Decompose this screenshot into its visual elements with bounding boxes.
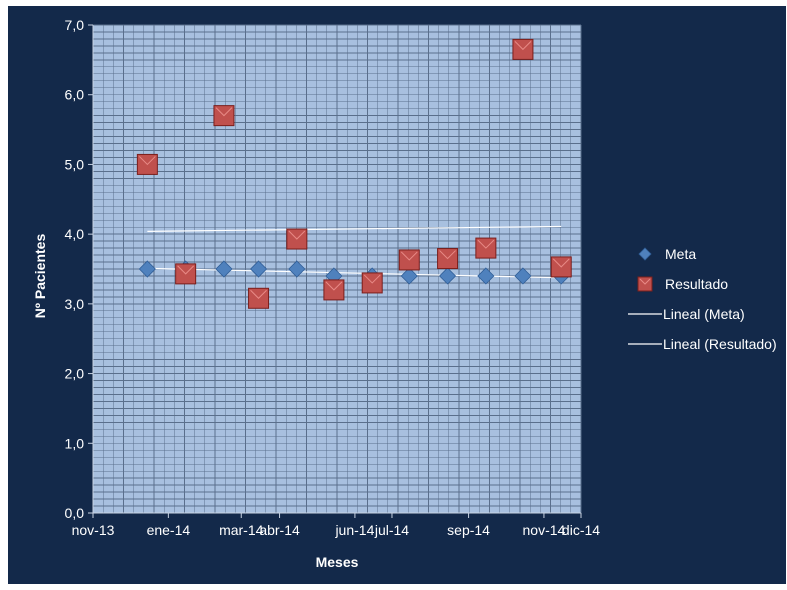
legend-label: Resultado bbox=[665, 276, 728, 292]
legend-label: Lineal (Meta) bbox=[663, 306, 745, 322]
y-tick-label: 2,0 bbox=[65, 366, 85, 382]
y-axis-title: Nº Pacientes bbox=[32, 234, 48, 319]
x-axis-title: Meses bbox=[316, 554, 359, 570]
chart-frame: 0,0 1,0 2,0 3,0 4,0 5,0 6,0 7,0 nov-13 ene-14 mar-… bbox=[8, 6, 786, 584]
trendline-resultado bbox=[147, 225, 562, 232]
point-bevel bbox=[215, 107, 233, 117]
data-point-resultado bbox=[323, 279, 345, 301]
x-tick-label: dic-14 bbox=[562, 522, 600, 538]
point-bevel bbox=[639, 278, 651, 285]
data-point-resultado bbox=[213, 105, 235, 127]
point-bevel bbox=[177, 265, 195, 275]
data-point-meta bbox=[477, 267, 495, 285]
chart: 0,0 1,0 2,0 3,0 4,0 5,0 6,0 7,0 nov-13 ene-14 mar-… bbox=[32, 17, 777, 570]
data-point-meta bbox=[514, 267, 532, 285]
legend-item: Lineal (Resultado) bbox=[628, 336, 777, 352]
y-tick-label: 1,0 bbox=[65, 435, 85, 451]
x-tick-label: abr-14 bbox=[259, 522, 300, 538]
data-point-meta bbox=[215, 260, 233, 278]
data-point-meta bbox=[400, 267, 418, 285]
legend-label: Meta bbox=[665, 246, 696, 262]
point-bevel bbox=[400, 251, 418, 261]
data-point-resultado bbox=[475, 237, 497, 259]
data-point-meta bbox=[249, 260, 268, 278]
data-point-resultado bbox=[437, 248, 459, 270]
data-point-meta bbox=[288, 260, 306, 278]
x-tick-label: nov-13 bbox=[72, 522, 115, 538]
data-point-resultado bbox=[361, 272, 383, 294]
x-tick-label: mar-14 bbox=[219, 522, 264, 538]
legend-item: Lineal (Meta) bbox=[628, 306, 745, 322]
data-point-resultado bbox=[398, 249, 420, 271]
point-bevel bbox=[325, 281, 343, 291]
legend-swatch-meta bbox=[638, 247, 652, 261]
y-tick-label: 6,0 bbox=[65, 87, 85, 103]
y-tick-label: 7,0 bbox=[65, 17, 85, 33]
x-tick-label: ene-14 bbox=[147, 522, 191, 538]
series-resultado bbox=[136, 38, 572, 309]
point-bevel bbox=[552, 258, 570, 268]
legend: Meta Resultado Lineal (Meta) Lineal (Result… bbox=[628, 246, 777, 352]
point-bevel bbox=[288, 230, 306, 240]
data-point-resultado bbox=[550, 256, 572, 278]
legend-swatch-resultado bbox=[637, 276, 653, 292]
data-point-resultado bbox=[175, 263, 197, 285]
y-tick-label: 4,0 bbox=[65, 226, 85, 242]
point-bevel bbox=[514, 41, 532, 51]
data-point-resultado bbox=[136, 153, 158, 175]
y-tick-label: 3,0 bbox=[65, 296, 85, 312]
legend-label: Lineal (Resultado) bbox=[663, 336, 777, 352]
point-bevel bbox=[439, 250, 456, 260]
legend-item: Resultado bbox=[637, 276, 728, 292]
x-tick-label: jul-14 bbox=[374, 522, 409, 538]
data-point-resultado bbox=[286, 228, 308, 250]
point-bevel bbox=[250, 289, 267, 299]
data-point-resultado bbox=[248, 287, 270, 309]
y-tick-label: 5,0 bbox=[65, 156, 85, 172]
data-point-meta bbox=[439, 267, 457, 285]
data-point-meta bbox=[138, 260, 156, 278]
data-marks bbox=[136, 38, 572, 309]
axes: 0,0 1,0 2,0 3,0 4,0 5,0 6,0 7,0 nov-13 ene-14 mar-… bbox=[65, 17, 601, 538]
x-tick-label: jun-14 bbox=[334, 522, 374, 538]
legend-item: Meta bbox=[638, 246, 696, 262]
data-point-resultado bbox=[512, 38, 534, 60]
point-bevel bbox=[477, 239, 495, 249]
x-tick-label: sep-14 bbox=[447, 522, 490, 538]
x-tick-label: nov-14 bbox=[523, 522, 566, 538]
point-bevel bbox=[363, 274, 381, 284]
point-bevel bbox=[139, 156, 156, 166]
y-tick-label: 0,0 bbox=[65, 505, 85, 521]
